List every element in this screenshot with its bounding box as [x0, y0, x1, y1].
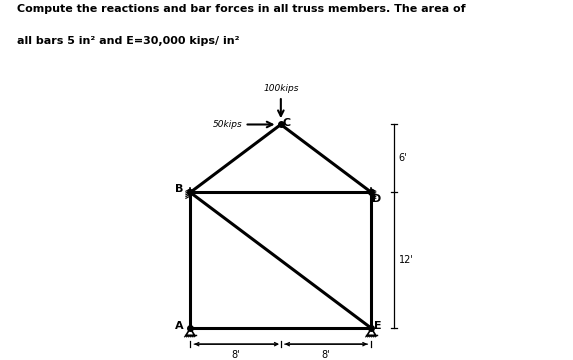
Text: Compute the reactions and bar forces in all truss members. The area of: Compute the reactions and bar forces in … — [17, 4, 466, 14]
Text: E: E — [374, 321, 382, 331]
Text: B: B — [175, 184, 183, 194]
Text: 100kips: 100kips — [263, 84, 299, 93]
Text: C: C — [282, 118, 291, 129]
Text: 50kips: 50kips — [213, 120, 242, 129]
Text: A: A — [175, 321, 183, 331]
Text: 6': 6' — [399, 153, 407, 163]
Text: all bars 5 in² and E=30,000 kips/ in²: all bars 5 in² and E=30,000 kips/ in² — [17, 36, 240, 46]
Text: D: D — [372, 194, 382, 204]
Text: 8': 8' — [322, 350, 331, 360]
Text: 12': 12' — [399, 255, 414, 265]
Text: 8': 8' — [231, 350, 240, 360]
